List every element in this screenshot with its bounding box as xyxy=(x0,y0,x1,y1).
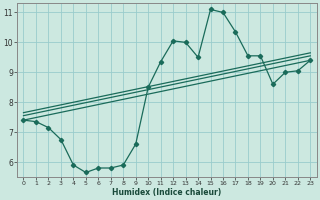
X-axis label: Humidex (Indice chaleur): Humidex (Indice chaleur) xyxy=(112,188,221,197)
